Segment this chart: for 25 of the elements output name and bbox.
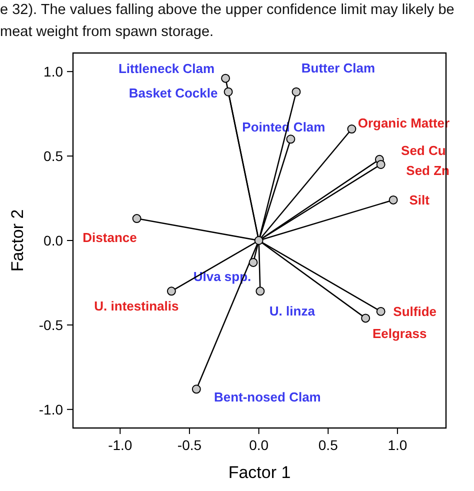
annotation: Silt [409, 192, 430, 208]
x-axis-title: Factor 1 [228, 463, 291, 482]
x-tick-label: 0.5 [318, 437, 338, 453]
annotation: Sed Cu [401, 142, 446, 158]
y-axis-title: Factor 2 [8, 209, 27, 272]
y-tick-label: -0.5 [38, 316, 64, 333]
annotation: Distance [82, 230, 137, 246]
text: e 32). The values falling above the upper confidence limit may likely be [0, 2, 454, 18]
text: meat weight from spawn storage. [0, 24, 214, 40]
annotation: U. intestinalis [94, 298, 179, 314]
annotation: Basket Cockle [128, 85, 218, 100]
y-tick-label: 1.0 [44, 63, 64, 80]
y-tick-label: 0.0 [44, 232, 64, 248]
x-tick-label: 1.0 [388, 437, 408, 453]
annotation: Eelgrass [372, 326, 427, 341]
x-tick-label: 0.0 [249, 437, 269, 453]
y-tick-label: -1.0 [38, 401, 64, 418]
annotation: Bent-nosed Clam [214, 390, 321, 405]
x-tick-label: -1.0 [108, 437, 132, 453]
annotation: Sulfide [393, 304, 436, 319]
annotation: U. linza [269, 304, 316, 319]
annotation: Butter Clam [301, 60, 376, 76]
annotation: Littleneck Clam [118, 60, 215, 76]
y-tick-label: 0.5 [44, 148, 64, 164]
x-tick-label: -0.5 [177, 437, 202, 453]
